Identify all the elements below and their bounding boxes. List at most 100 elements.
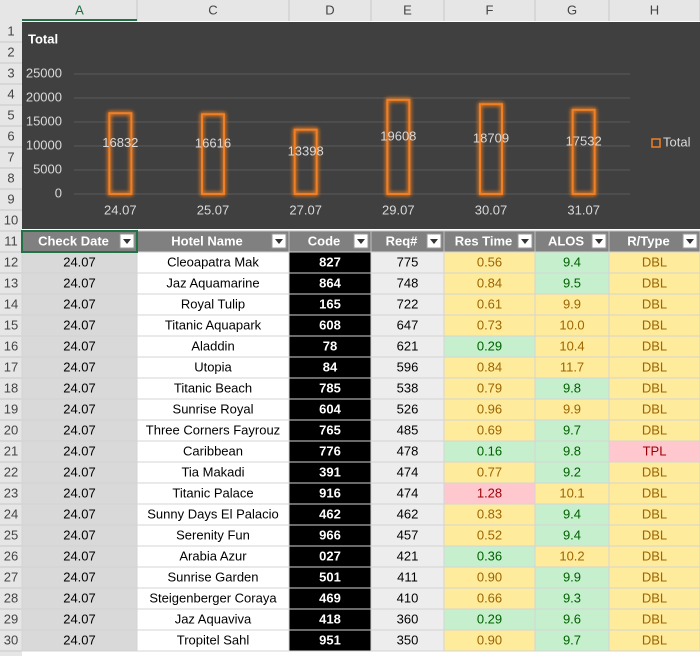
filter-arrow — [123, 239, 131, 244]
cell-text: 966 — [319, 527, 341, 542]
x-tick-label: 24.07 — [104, 202, 137, 217]
row-number: 24 — [4, 506, 18, 521]
column-header-bar — [0, 0, 700, 21]
bar — [201, 113, 225, 195]
cell-text: 9.3 — [563, 590, 581, 605]
cell-text: 604 — [319, 401, 341, 416]
cell-text: 24.07 — [63, 380, 96, 395]
row-number: 27 — [4, 569, 18, 584]
header-text: R/Type — [627, 233, 669, 248]
cell-text: 474 — [397, 464, 419, 479]
cell-text: 9.9 — [563, 401, 581, 416]
cell-text: 0.90 — [477, 632, 502, 647]
bar — [386, 98, 411, 195]
cell-text: Steigenberger Coraya — [149, 590, 277, 605]
cell-text: 24.07 — [63, 443, 96, 458]
header-text: Res Time — [455, 233, 513, 248]
cell-text: Sunrise Royal — [173, 401, 254, 416]
y-tick-label: 15000 — [26, 113, 62, 128]
filter-arrow — [686, 239, 694, 244]
cell-text: DBL — [642, 401, 667, 416]
chart-title: Total — [28, 31, 58, 46]
cell-text: 9.8 — [563, 443, 581, 458]
column-letter: C — [208, 2, 217, 17]
chart-area — [22, 22, 700, 229]
cell — [608, 629, 700, 652]
filter-arrow — [521, 239, 529, 244]
cell-text: DBL — [642, 422, 667, 437]
cell-text: 0.36 — [477, 548, 502, 563]
row-number: 2 — [7, 44, 14, 59]
cell-text: DBL — [642, 296, 667, 311]
cell-text: Sunrise Garden — [167, 569, 258, 584]
bar — [571, 108, 596, 195]
cell-text: 410 — [397, 590, 419, 605]
cell-text: DBL — [642, 485, 667, 500]
cell-text: DBL — [642, 527, 667, 542]
row-number: 25 — [4, 527, 18, 542]
filter-arrow — [275, 239, 283, 244]
legend-swatch — [651, 138, 661, 148]
cell-text: 0.66 — [477, 590, 502, 605]
row-number: 18 — [4, 380, 18, 395]
cell-text: 776 — [319, 443, 341, 458]
cell-text: Serenity Fun — [176, 527, 250, 542]
cell-text: 24.07 — [63, 317, 96, 332]
cell-text: DBL — [642, 632, 667, 647]
row-number: 20 — [4, 422, 18, 437]
row-number: 30 — [4, 632, 18, 647]
cell-text: 775 — [397, 254, 419, 269]
row-number: 16 — [4, 338, 18, 353]
cell-text: DBL — [642, 569, 667, 584]
cell-text: 9.4 — [563, 254, 581, 269]
cell-text: 24.07 — [63, 611, 96, 626]
cell-text: 411 — [397, 569, 418, 584]
cell-text: 0.73 — [477, 317, 502, 332]
cell-text: DBL — [642, 254, 667, 269]
data-label: 13398 — [288, 143, 324, 158]
cell-text: 165 — [319, 296, 341, 311]
row-number: 4 — [7, 86, 14, 101]
cell-text: 765 — [319, 422, 341, 437]
cell-text: 785 — [319, 380, 341, 395]
cell-text: 24.07 — [63, 401, 96, 416]
row-number: 15 — [4, 317, 18, 332]
header-text: Code — [308, 233, 341, 248]
filter-arrow — [595, 239, 603, 244]
cell-text: DBL — [642, 590, 667, 605]
cell-text: 827 — [319, 254, 341, 269]
row-number: 17 — [4, 359, 18, 374]
cell-text: 24.07 — [63, 422, 96, 437]
cell-text: 84 — [323, 359, 338, 374]
row-number: 23 — [4, 485, 18, 500]
column-letter: A — [75, 2, 84, 17]
cell-text: Tropitel Sahl — [177, 632, 250, 647]
header-text: Check Date — [38, 233, 109, 248]
row-number: 12 — [4, 254, 18, 269]
cell-text: 474 — [397, 485, 419, 500]
filter-arrow — [357, 239, 365, 244]
cell-text: Titanic Beach — [174, 380, 252, 395]
cell-text: 526 — [397, 401, 419, 416]
cell-text: 24.07 — [63, 254, 96, 269]
row-number: 3 — [7, 65, 14, 80]
cell-text: Titanic Palace — [172, 485, 253, 500]
cell-text: 469 — [319, 590, 341, 605]
cell-text: 10.0 — [559, 317, 584, 332]
y-tick-label: 5000 — [33, 161, 62, 176]
cell-text: 0.84 — [477, 275, 502, 290]
cell-text: 0.52 — [477, 527, 502, 542]
cell-text: 748 — [397, 275, 419, 290]
cell-text: TPL — [643, 443, 667, 458]
header-text: ALOS — [548, 233, 584, 248]
row-number: 21 — [4, 443, 18, 458]
row-number: 9 — [7, 191, 14, 206]
cell-text: 608 — [319, 317, 341, 332]
cell-text: 24.07 — [63, 485, 96, 500]
cell-text: Tia Makadi — [181, 464, 244, 479]
cell-text: 462 — [397, 506, 419, 521]
cell-text: Aladdin — [191, 338, 234, 353]
cell-text: DBL — [642, 380, 667, 395]
cell-text: 24.07 — [63, 548, 96, 563]
cell-text: 10.4 — [559, 338, 584, 353]
